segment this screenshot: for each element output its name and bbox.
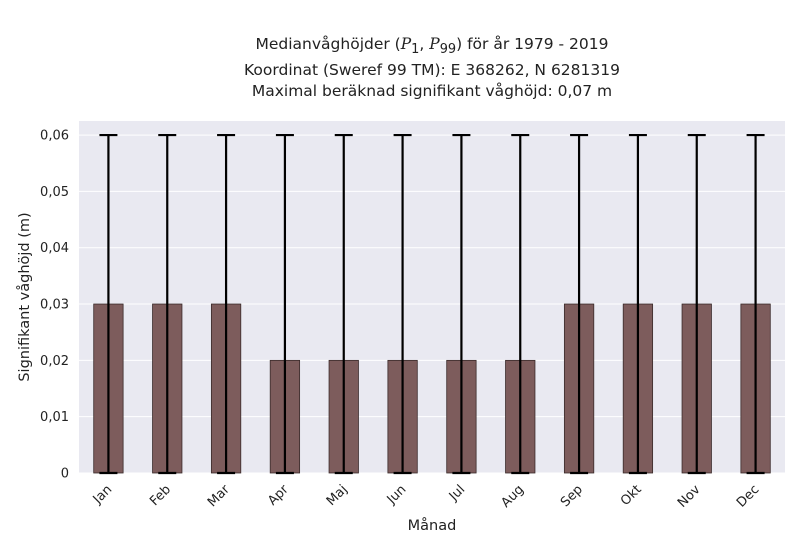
chart-title-line-1: Medianvåghöjder (P1, P99) för år 1979 - … — [255, 35, 609, 58]
x-tick-label: Jan — [90, 482, 115, 507]
x-axis-label: Månad — [408, 517, 457, 534]
x-tick-label: Dec — [734, 482, 762, 510]
error-bar-okt — [628, 133, 647, 475]
x-tick-label: Mar — [205, 482, 233, 510]
error-bar-sep — [570, 133, 589, 475]
chart-title: Medianvåghöjder (P1, P99) för år 1979 - … — [82, 34, 782, 102]
error-bar-maj — [334, 133, 353, 475]
error-bar-jan — [99, 133, 118, 475]
grid-lines — [79, 134, 785, 474]
x-tick-label: Nov — [675, 482, 704, 511]
error-bar-feb — [158, 133, 177, 475]
y-tick-label: 0,02 — [40, 354, 69, 369]
error-bar-jun — [393, 133, 412, 475]
chart-title-line-2: Koordinat (Sweref 99 TM): E 368262, N 62… — [244, 61, 620, 80]
x-tick-label: Maj — [324, 482, 351, 509]
y-tick-label: 0,06 — [40, 129, 69, 144]
x-tick-label: Sep — [558, 482, 586, 510]
error-bar-mar — [217, 133, 236, 475]
error-bar-aug — [511, 133, 530, 475]
error-bar-jul — [452, 133, 471, 475]
x-tick-label: Apr — [265, 482, 292, 509]
y-tick-label: 0 — [61, 467, 69, 482]
error-bar-apr — [275, 133, 294, 475]
x-tick-label: Aug — [499, 482, 528, 511]
x-axis-ticks: Jan Feb Mar Apr Maj Jun Jul Aug Sep Okt Nov Dec — [90, 482, 763, 511]
x-tick-label: Okt — [618, 482, 645, 509]
error-bars — [99, 133, 765, 475]
error-bar-dec — [746, 133, 765, 475]
x-tick-label: Jul — [446, 482, 468, 504]
y-axis-label: Signifikant våghöjd (m) — [16, 212, 33, 381]
x-tick-label: Jun — [384, 482, 410, 508]
x-tick-label: Feb — [147, 482, 174, 509]
y-axis-ticks: 0 0,01 0,02 0,03 0,04 0,05 0,06 — [40, 129, 69, 482]
error-bar-nov — [687, 133, 706, 475]
y-tick-label: 0,01 — [40, 410, 69, 425]
plot-area — [79, 121, 785, 473]
y-tick-label: 0,04 — [40, 241, 69, 256]
y-tick-label: 0,03 — [40, 298, 69, 313]
chart-title-line-3: Maximal beräknad signifikant våghöjd: 0,… — [251, 82, 613, 101]
y-tick-label: 0,05 — [40, 185, 69, 200]
